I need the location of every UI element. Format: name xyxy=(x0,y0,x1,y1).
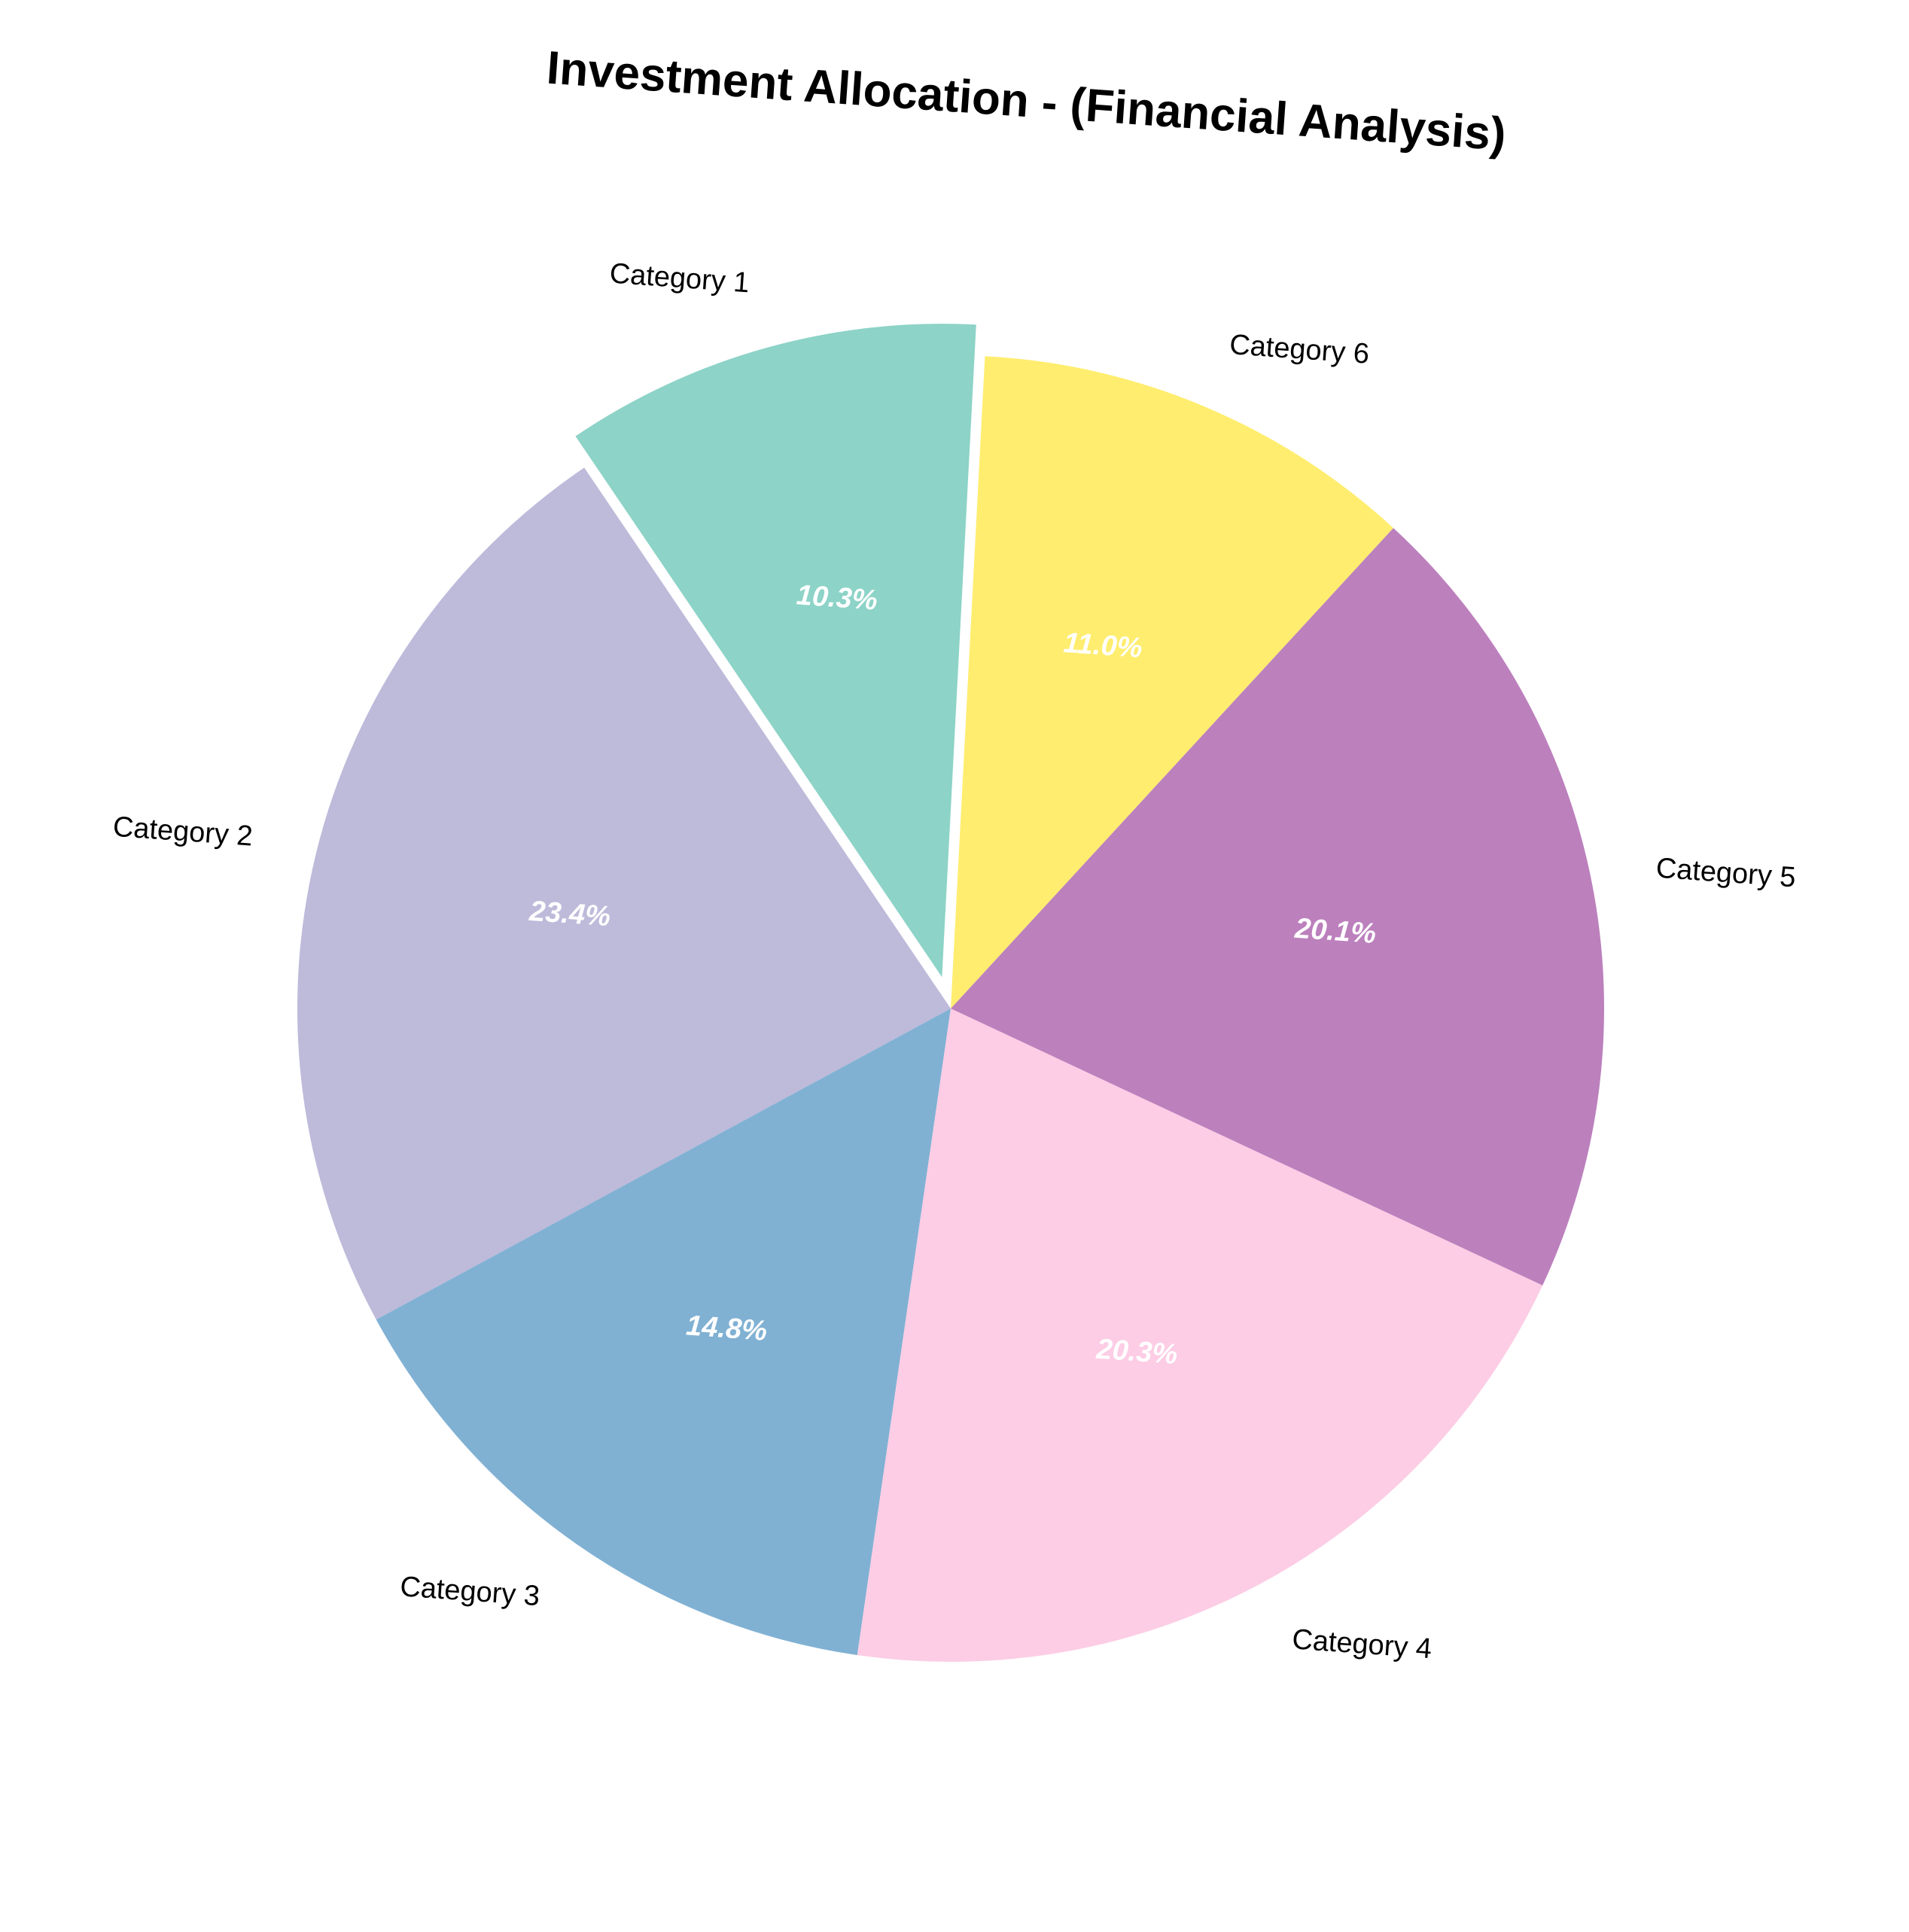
pie-slice-5 xyxy=(951,528,1604,1285)
category-label-6: Category 6 xyxy=(1229,329,1370,370)
percent-label-3: 14.8% xyxy=(685,1310,768,1347)
pie-slice-1 xyxy=(575,324,976,978)
pie-slices xyxy=(297,324,1604,1663)
category-label-2: Category 2 xyxy=(112,811,254,853)
percent-label-5: 20.1% xyxy=(1293,913,1377,950)
pie-slice-6 xyxy=(951,356,1393,1009)
pie-slice-4 xyxy=(857,1009,1543,1663)
percent-label-6: 11.0% xyxy=(1062,627,1143,664)
pie-slice-3 xyxy=(376,1009,951,1656)
percent-label-4: 20.3% xyxy=(1095,1334,1178,1371)
category-label-4: Category 4 xyxy=(1291,1623,1433,1665)
percent-labels: 10.3% 23.4% 14.8% 20.3% 20.1% 11.0% xyxy=(528,580,1377,1371)
category-label-1: Category 1 xyxy=(608,257,750,299)
percent-label-2: 23.4% xyxy=(528,896,611,933)
category-label-5: Category 5 xyxy=(1655,853,1796,894)
chart-title: Investment Allocation - (Financial Analy… xyxy=(545,42,1508,161)
percent-label-1: 10.3% xyxy=(796,580,878,616)
category-label-3: Category 3 xyxy=(399,1571,540,1612)
pie-slice-2 xyxy=(297,467,951,1320)
